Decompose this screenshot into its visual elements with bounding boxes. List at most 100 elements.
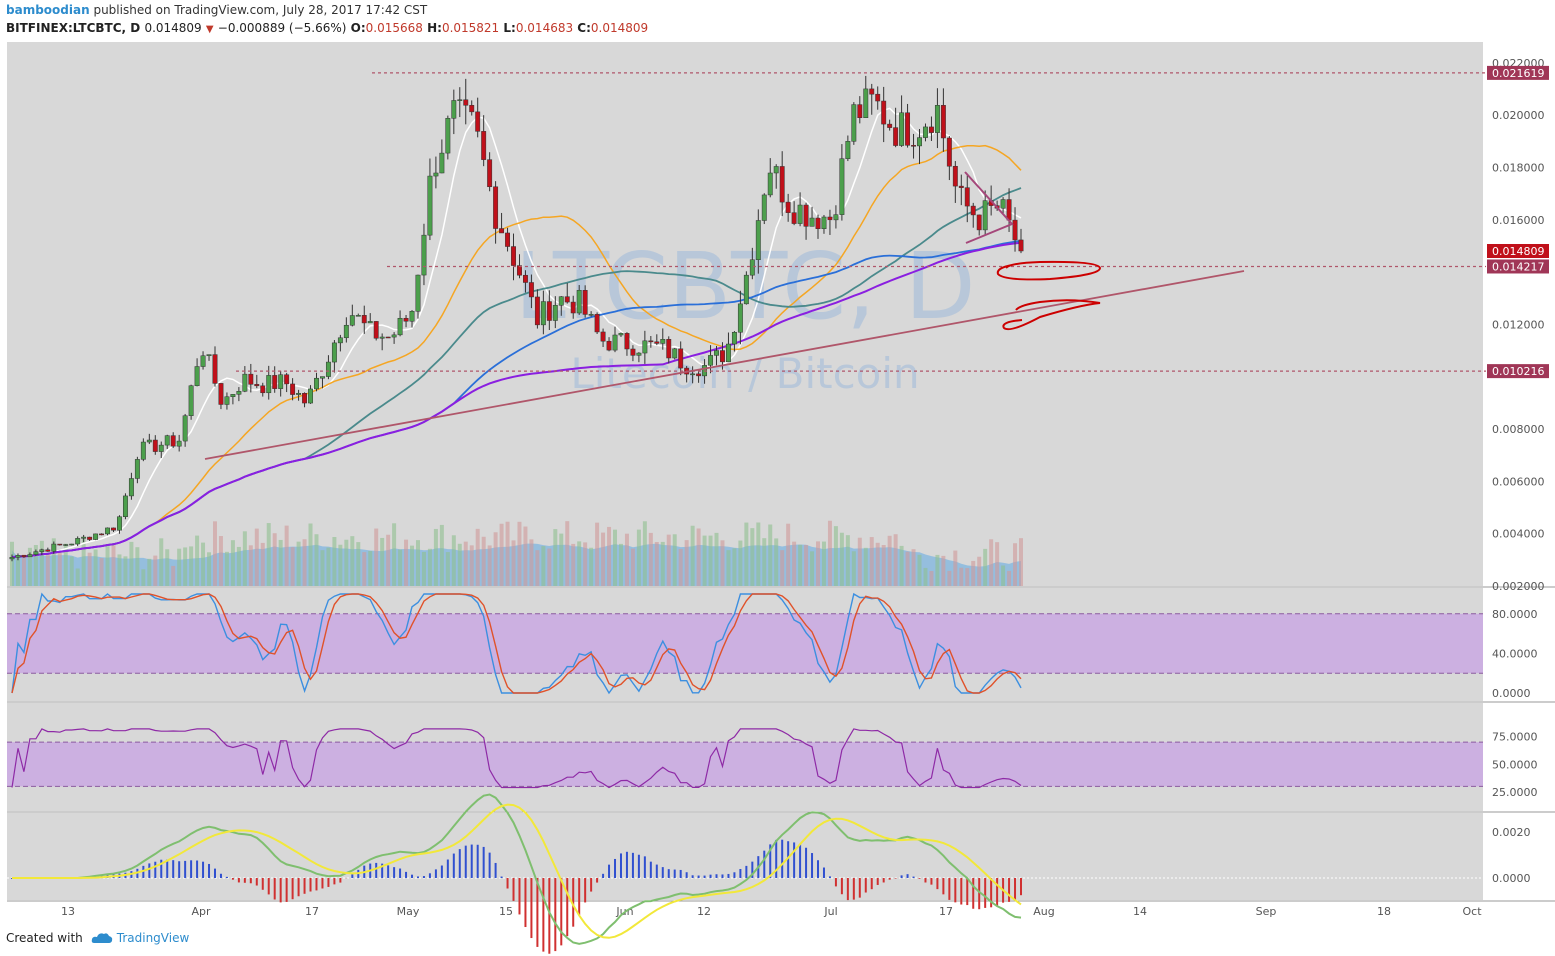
- candle-down: [481, 131, 487, 160]
- candle-up: [415, 274, 421, 312]
- volume-bar: [977, 556, 982, 586]
- candle-down: [1012, 219, 1018, 241]
- down-arrow-icon: ▼: [205, 24, 214, 35]
- macd-histogram-bar: [984, 878, 987, 908]
- volume-bar: [481, 536, 486, 586]
- macd-tick-label: 0.0020: [1492, 826, 1531, 839]
- candle-down: [21, 555, 27, 558]
- candle-down: [720, 350, 725, 363]
- candle-up: [982, 200, 988, 231]
- candle-up: [755, 220, 761, 260]
- volume-bar: [887, 535, 892, 586]
- candle-up: [158, 444, 164, 452]
- candle-up: [122, 495, 128, 517]
- volume-bar: [1013, 543, 1018, 586]
- close-value: 0.014809: [590, 21, 649, 35]
- volume-bar: [959, 567, 964, 586]
- volume-bar: [195, 535, 200, 586]
- candle-up: [105, 527, 110, 535]
- volume-bar: [983, 548, 988, 586]
- macd-histogram-bar: [416, 876, 419, 878]
- tradingview-link[interactable]: TradingView: [116, 931, 190, 945]
- volume-bar: [607, 526, 612, 586]
- volume-bar: [15, 557, 20, 586]
- candle-down: [570, 301, 576, 314]
- volume-bar: [553, 529, 558, 586]
- volume-bar: [338, 544, 343, 586]
- candle-down: [564, 296, 570, 303]
- candle-up: [93, 533, 99, 540]
- volume-bar: [135, 547, 140, 586]
- macd-histogram-bar: [763, 850, 766, 878]
- candle-up: [200, 355, 206, 367]
- volume-bar: [39, 540, 44, 586]
- macd-histogram-bar: [936, 878, 939, 890]
- macd-histogram-bar: [608, 864, 611, 878]
- volume-bar: [278, 539, 283, 586]
- candle-up: [618, 333, 624, 336]
- volume-bar: [260, 542, 265, 586]
- tradingview-cloud-icon: [91, 932, 113, 944]
- macd-histogram-bar: [393, 867, 396, 878]
- volume-bar: [792, 541, 797, 586]
- candle-up: [457, 99, 463, 101]
- volume-bar: [899, 545, 904, 586]
- volume-bar: [75, 568, 80, 586]
- volume-bar: [738, 540, 743, 586]
- macd-histogram-bar: [237, 878, 240, 883]
- volume-bar: [720, 540, 725, 586]
- candle-up: [899, 112, 905, 146]
- macd-line: [12, 793, 1022, 945]
- macd-histogram-bar: [273, 878, 276, 900]
- candle-up: [242, 373, 248, 392]
- candle-up: [206, 354, 212, 357]
- volume-bar: [893, 534, 898, 586]
- volume-bar: [362, 552, 367, 586]
- candle-up: [809, 217, 815, 227]
- macd-histogram-bar: [769, 844, 772, 878]
- volume-bar: [27, 547, 32, 586]
- volume-bar: [266, 523, 271, 586]
- macd-histogram-bar: [846, 878, 849, 901]
- candle-up: [320, 376, 325, 379]
- candle-down: [487, 159, 493, 188]
- volume-bar: [421, 551, 426, 586]
- macd-histogram-bar: [279, 878, 282, 903]
- footer: Created with TradingView: [6, 931, 189, 945]
- macd-histogram-bar: [631, 852, 634, 878]
- candle-up: [863, 88, 869, 118]
- macd-histogram-bar: [912, 876, 915, 878]
- price-label-box: [1487, 364, 1549, 379]
- author-link[interactable]: bamboodian: [6, 3, 90, 17]
- volume-bar: [654, 541, 659, 586]
- volume-bar: [212, 521, 217, 586]
- candle-down: [528, 282, 534, 298]
- macd-histogram-bar: [512, 878, 515, 901]
- candle-up: [1000, 199, 1006, 209]
- macd-histogram-bar: [781, 839, 784, 878]
- volume-bar: [684, 540, 689, 586]
- macd-histogram-bar: [190, 860, 193, 878]
- volume-bar: [111, 545, 116, 586]
- volume-bar: [380, 537, 385, 586]
- candle-down: [928, 126, 934, 133]
- candle-up: [15, 555, 21, 558]
- volume-bar: [780, 550, 785, 586]
- macd-histogram-bar: [375, 862, 378, 878]
- volume-bar: [224, 551, 229, 586]
- volume-bar: [320, 550, 325, 586]
- candle-up: [391, 334, 397, 338]
- volume-bar: [541, 546, 546, 586]
- volume-bar: [935, 554, 940, 586]
- candle-up: [934, 105, 940, 133]
- macd-histogram-bar: [590, 878, 593, 892]
- macd-histogram-bar: [470, 844, 473, 878]
- volume-bar: [463, 541, 468, 586]
- macd-histogram-bar: [231, 878, 234, 880]
- candle-down: [582, 290, 588, 315]
- time-tick-label: Apr: [191, 905, 211, 918]
- macd-histogram-bar: [870, 878, 873, 890]
- volume-bar: [517, 521, 522, 586]
- macd-histogram-bar: [142, 865, 145, 878]
